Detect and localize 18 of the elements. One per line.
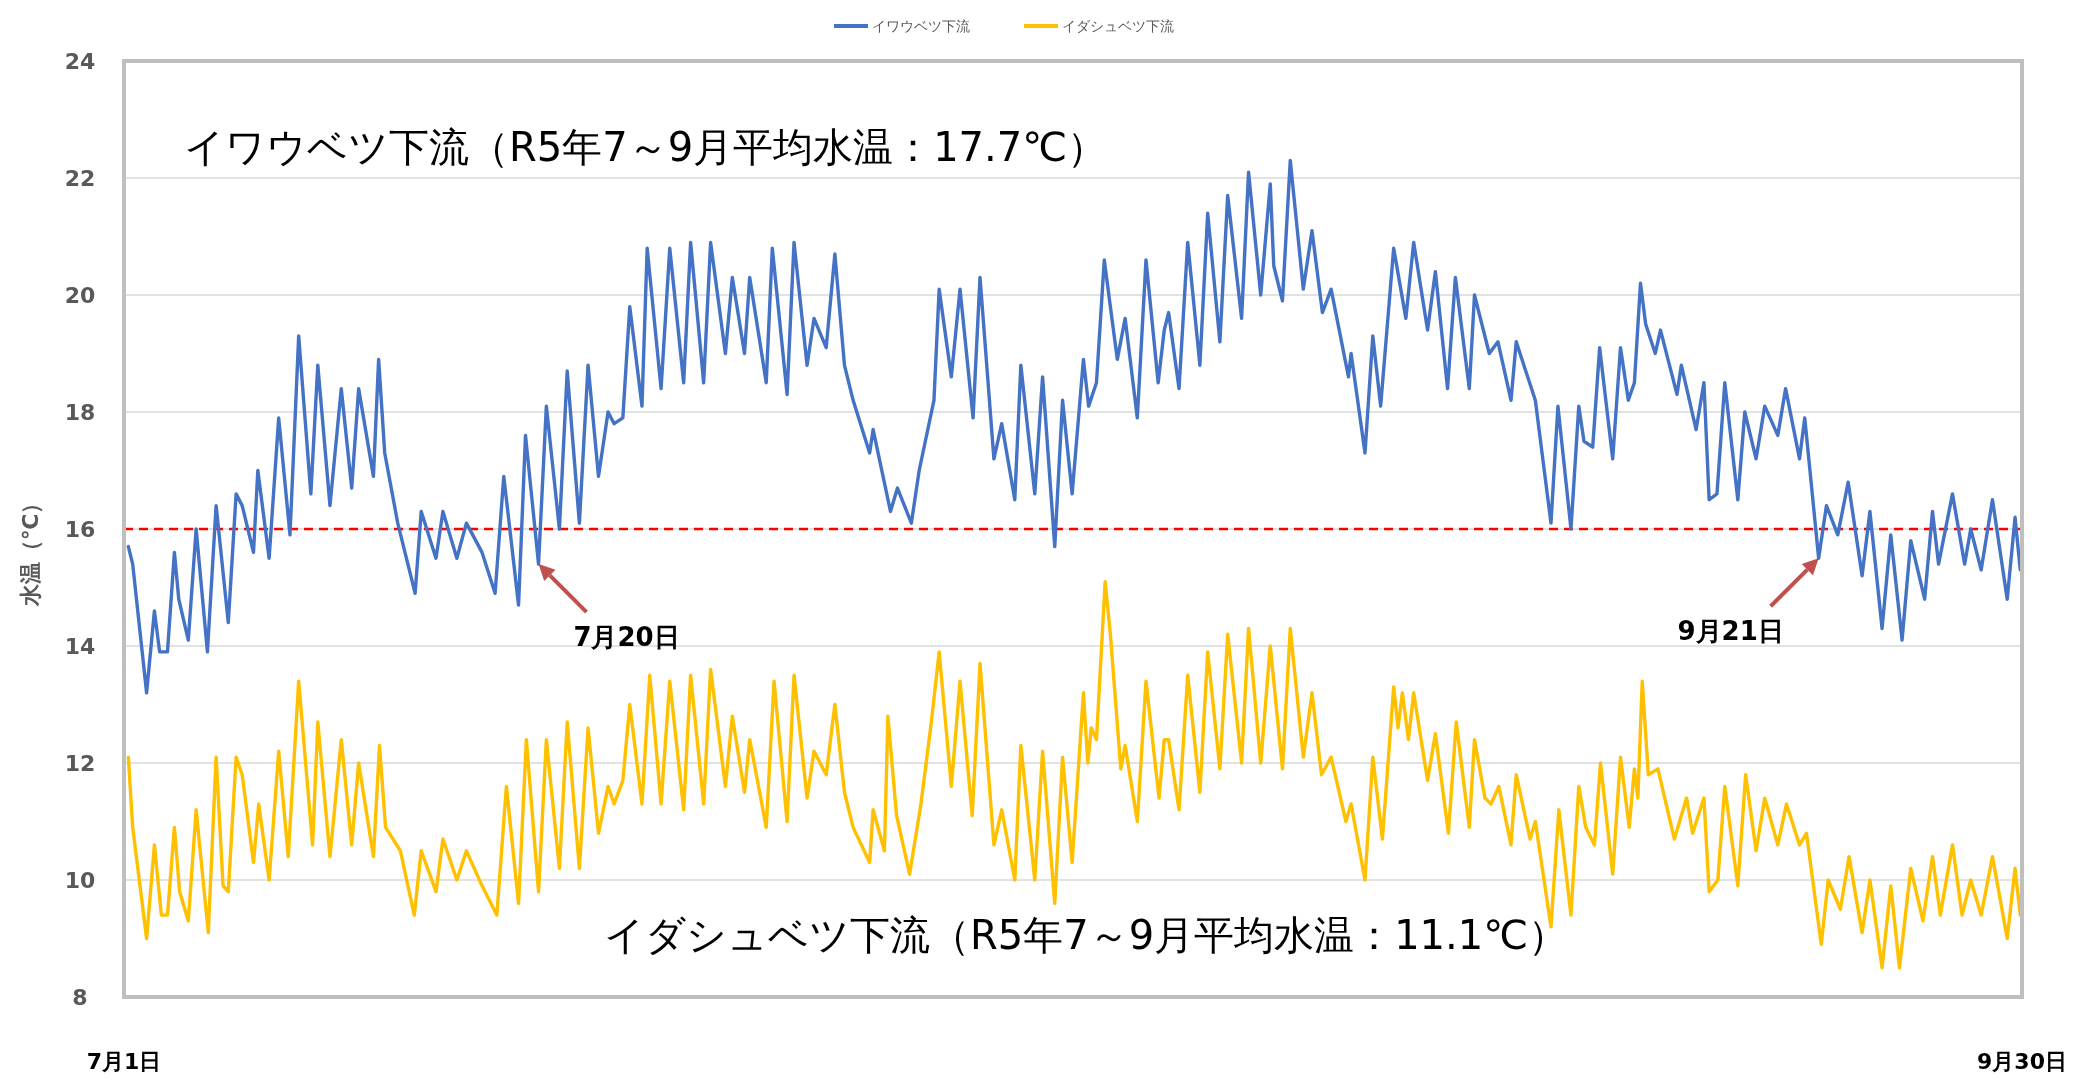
y-tick-label: 18: [64, 399, 96, 425]
y-tick-label: 14: [64, 633, 96, 659]
x-tick-label: 7月1日: [86, 1049, 162, 1074]
y-tick-label: 20: [64, 282, 96, 308]
y-tick-label: 22: [64, 165, 96, 191]
y-axis-title: 水温（℃）: [18, 491, 43, 608]
y-tick-label: 8: [72, 984, 88, 1010]
annotation: イダシュベツ下流（R5年7～9月平均水温：11.1℃）: [604, 912, 1569, 958]
y-tick-label: 24: [64, 48, 96, 74]
annotation: 7月20日: [573, 622, 680, 653]
y-tick-label: 10: [64, 867, 96, 893]
annotation: 9月21日: [1677, 616, 1784, 647]
y-tick-label: 16: [64, 516, 96, 542]
legend-label: イダシュベツ下流: [1062, 18, 1174, 34]
y-tick-label: 12: [64, 750, 96, 776]
legend-label: イワウベツ下流: [872, 18, 970, 34]
annotation: イワウベツ下流（R5年7～9月平均水温：17.7℃）: [184, 124, 1108, 170]
x-tick-label: 9月30日: [1977, 1049, 2067, 1074]
